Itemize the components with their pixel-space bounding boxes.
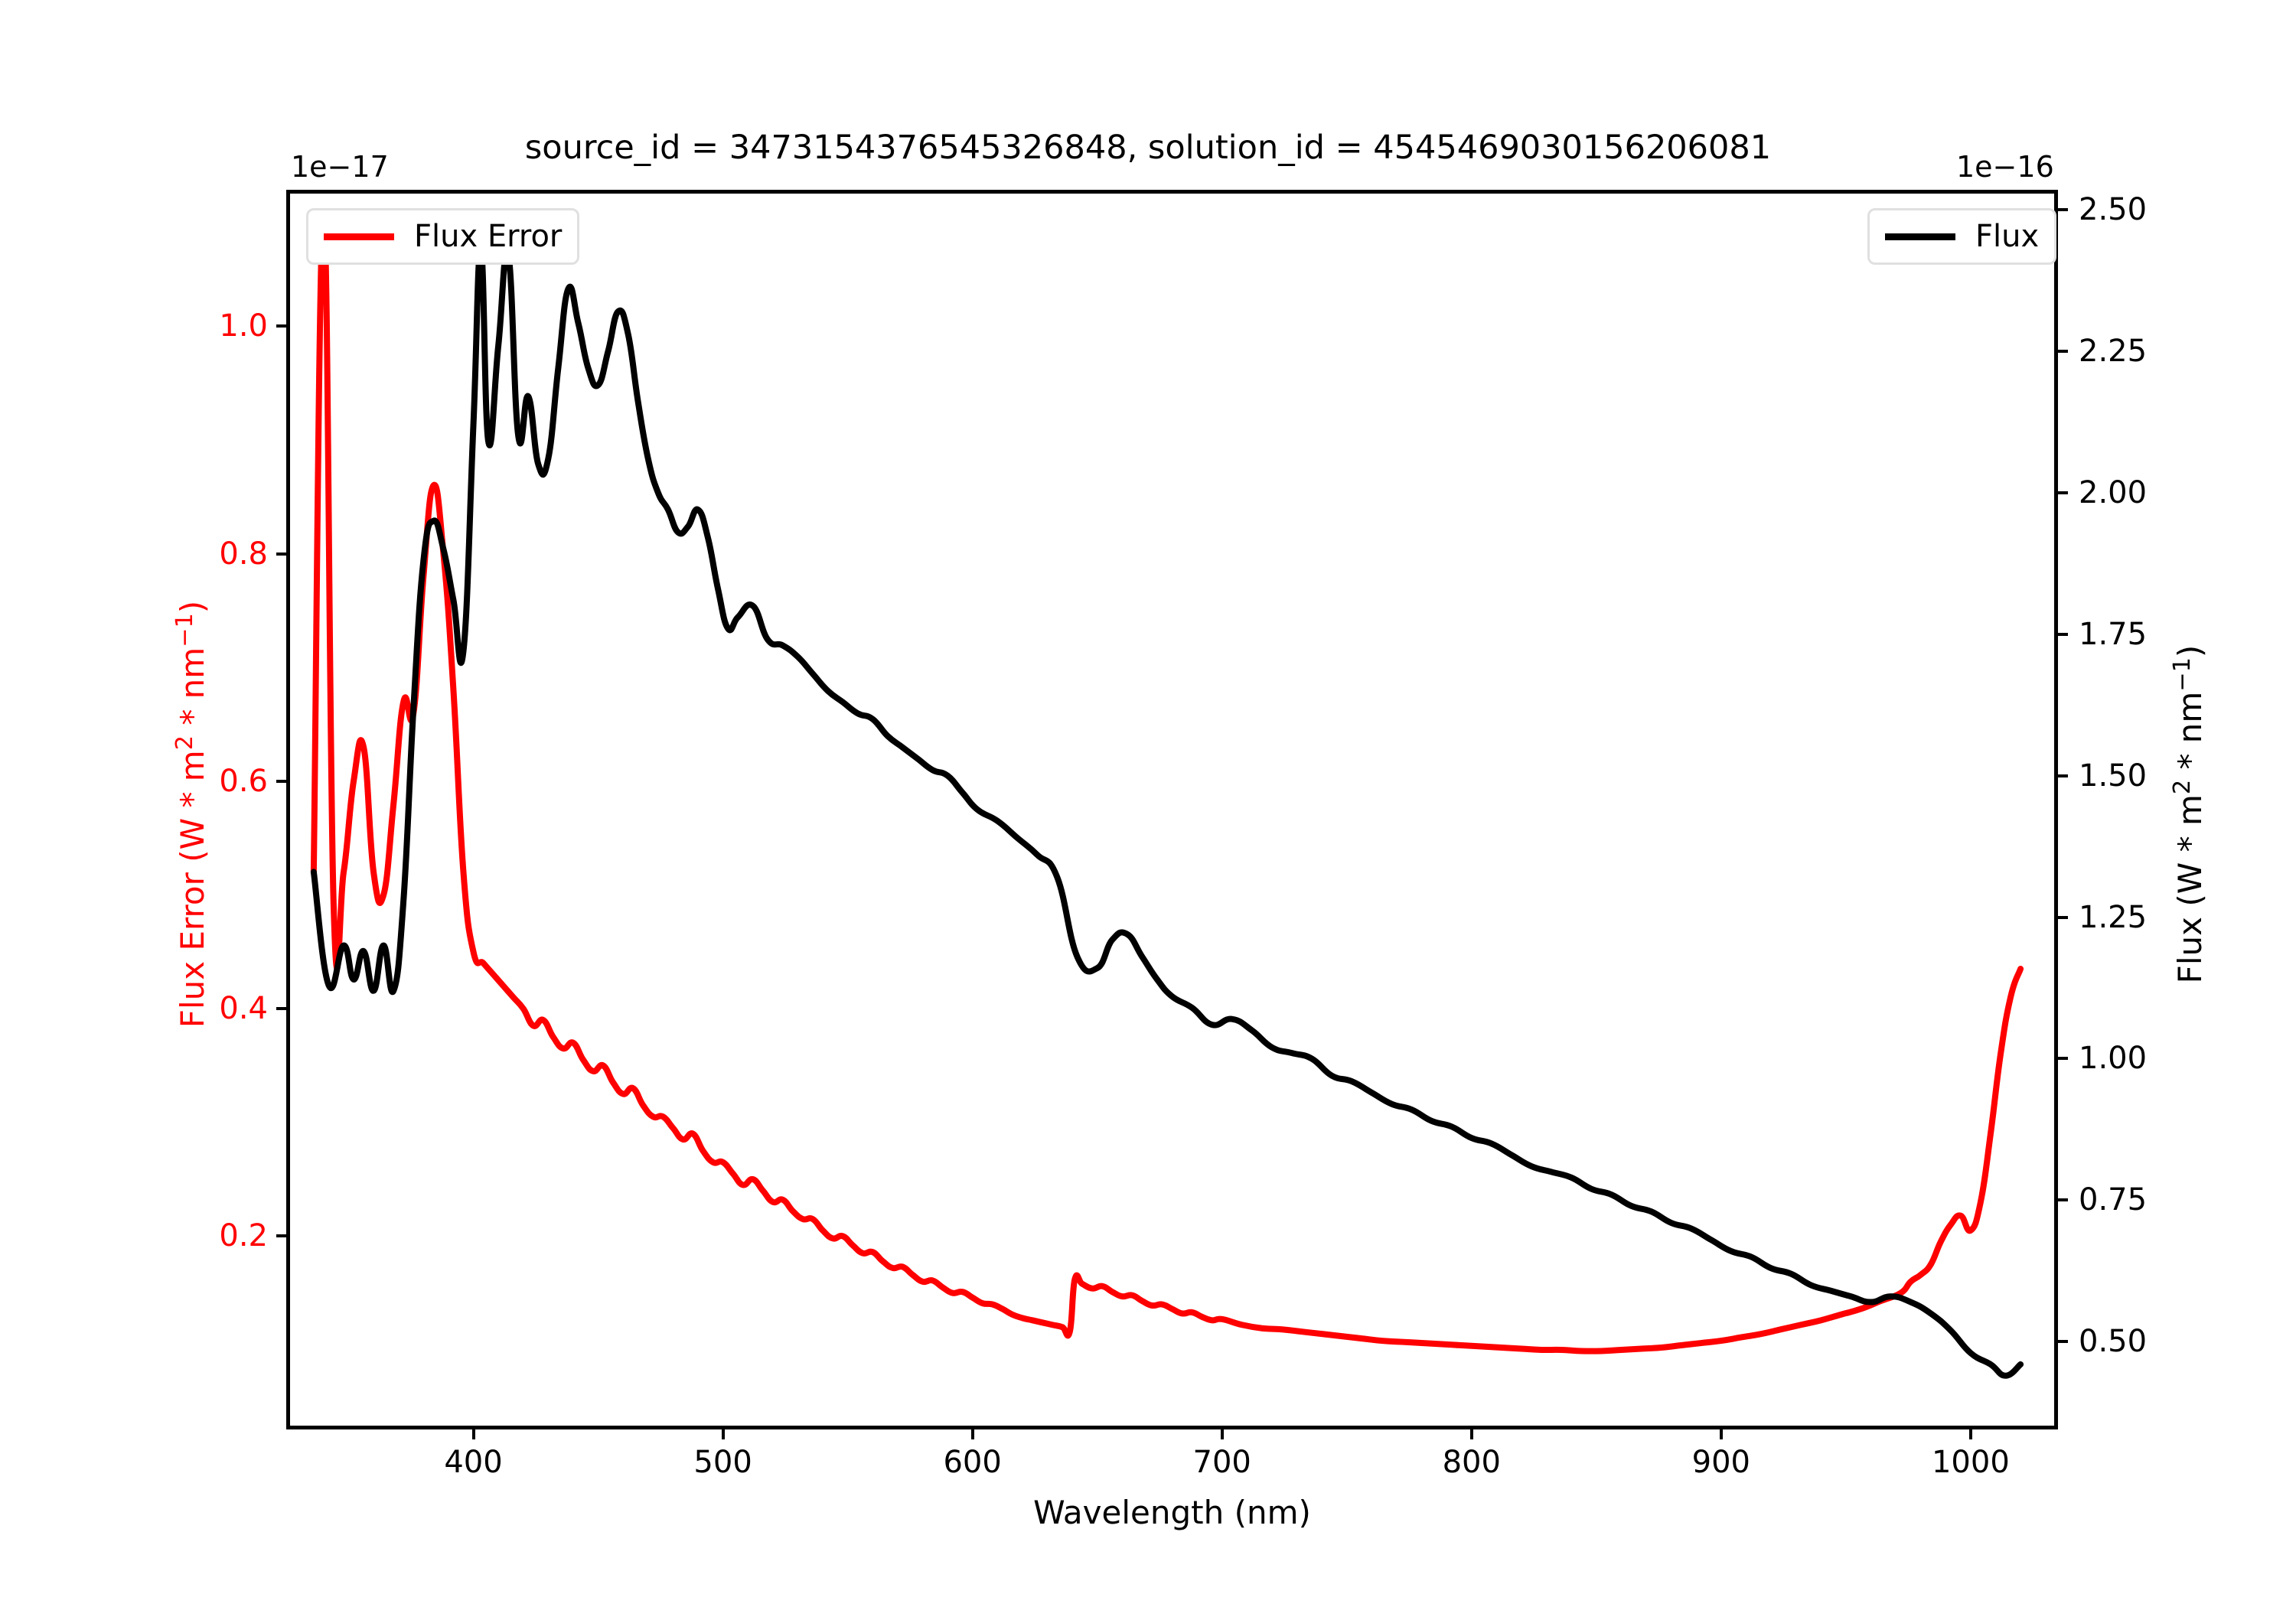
tick-mark-x-5 <box>1719 1429 1723 1439</box>
ytick-label-left-4: 1.0 <box>219 308 268 344</box>
tick-mark-right-6 <box>2058 491 2068 494</box>
xtick-label-0: 400 <box>444 1445 503 1480</box>
ytick-label-left-2: 0.6 <box>219 763 268 799</box>
ytick-label-left-3: 0.8 <box>219 536 268 572</box>
tick-mark-x-3 <box>1220 1429 1224 1439</box>
tick-mark-right-8 <box>2058 207 2068 211</box>
right-axis-label: Flux (W * m2 * nm−1) <box>2169 194 2209 1434</box>
legend-flux[interactable]: Flux <box>1867 208 2057 265</box>
right-axis-label-text: Flux (W * m2 * nm−1) <box>2169 644 2209 984</box>
tick-mark-right-5 <box>2058 632 2068 636</box>
tick-mark-x-4 <box>1469 1429 1473 1439</box>
plot-area <box>310 209 2024 1379</box>
xtick-label-6: 1000 <box>1931 1445 2010 1480</box>
xtick-label-5: 900 <box>1691 1445 1750 1480</box>
tick-mark-left-0 <box>276 1234 286 1238</box>
ytick-label-right-2: 1.00 <box>2079 1041 2148 1077</box>
ytick-label-right-0: 0.50 <box>2079 1324 2148 1360</box>
tick-mark-left-4 <box>276 324 286 328</box>
axes-frame <box>286 190 2058 1429</box>
tick-mark-right-4 <box>2058 774 2068 777</box>
ytick-label-left-1: 0.4 <box>219 991 268 1027</box>
xtick-label-2: 600 <box>943 1445 1002 1480</box>
tick-mark-right-2 <box>2058 1057 2068 1061</box>
legend-swatch-flux <box>1885 233 1955 240</box>
tick-mark-x-6 <box>1968 1429 1972 1439</box>
left-axis-label-text: Flux Error (W * m2 * nm−1) <box>171 600 211 1028</box>
tick-mark-right-0 <box>2058 1340 2068 1344</box>
tick-mark-x-1 <box>721 1429 725 1439</box>
series-line-flux <box>310 246 2024 1379</box>
left-axis-offset-text: 1e−17 <box>291 150 389 184</box>
tick-mark-right-7 <box>2058 349 2068 353</box>
tick-mark-left-3 <box>276 552 286 556</box>
legend-flux-error[interactable]: Flux Error <box>306 208 580 265</box>
ytick-label-left-0: 0.2 <box>219 1218 268 1254</box>
ytick-label-right-1: 0.75 <box>2079 1182 2148 1218</box>
left-axis-label: Flux Error (W * m2 * nm−1) <box>171 194 211 1434</box>
ytick-label-right-8: 2.50 <box>2079 191 2148 227</box>
legend-swatch-flux-error <box>324 233 394 240</box>
ytick-label-right-5: 1.75 <box>2079 616 2148 652</box>
tick-mark-left-2 <box>276 779 286 783</box>
tick-mark-x-2 <box>970 1429 974 1439</box>
ytick-label-right-7: 2.25 <box>2079 333 2148 369</box>
legend-label-flux: Flux <box>1975 219 2040 254</box>
xtick-label-1: 500 <box>693 1445 752 1480</box>
tick-mark-right-3 <box>2058 915 2068 919</box>
right-axis-offset-text: 1e−16 <box>1956 150 2054 184</box>
xtick-label-3: 700 <box>1192 1445 1251 1480</box>
tick-mark-x-0 <box>471 1429 475 1439</box>
tick-mark-left-1 <box>276 1007 286 1011</box>
xtick-label-4: 800 <box>1442 1445 1501 1480</box>
legend-label-flux-error: Flux Error <box>414 219 563 254</box>
x-axis-label: Wavelength (nm) <box>1033 1494 1311 1531</box>
ytick-label-right-4: 1.50 <box>2079 758 2148 794</box>
tick-mark-right-1 <box>2058 1198 2068 1202</box>
page-title: source_id = 3473154376545326848, solutio… <box>524 129 1772 167</box>
ytick-label-right-6: 2.00 <box>2079 474 2148 510</box>
ytick-label-right-3: 1.25 <box>2079 899 2148 935</box>
series-line-flux-error <box>310 209 2024 1354</box>
